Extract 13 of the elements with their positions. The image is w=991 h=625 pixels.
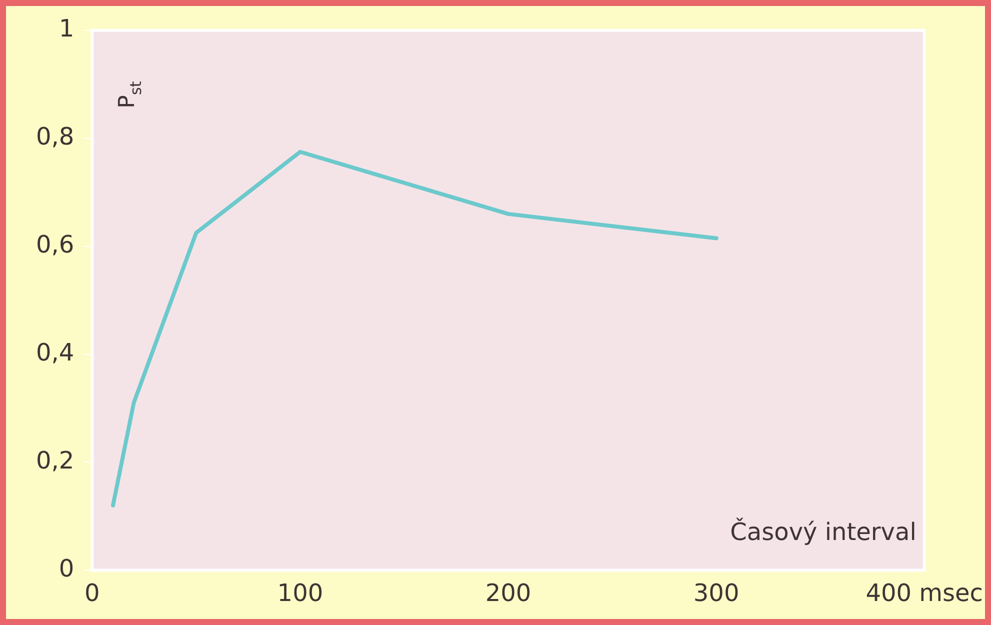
x-tick-label: 300 <box>693 578 740 607</box>
y-tick-label: 0,6 <box>36 230 74 259</box>
x-tick-label: 200 <box>485 578 532 607</box>
x-tick-label: 100 <box>277 578 324 607</box>
y-tick-label: 0 <box>58 554 74 582</box>
y-tick-label: 1 <box>58 14 74 43</box>
y-tick-label: 0,2 <box>36 446 74 474</box>
y-axis-title: Pst <box>115 81 145 108</box>
x-axis-title: Časový interval <box>730 517 916 546</box>
x-tick-label: 400 msec <box>866 578 983 607</box>
x-tick-label: 0 <box>84 578 100 607</box>
y-tick-label: 0,8 <box>36 122 74 151</box>
y-tick-label: 0,4 <box>36 338 74 367</box>
